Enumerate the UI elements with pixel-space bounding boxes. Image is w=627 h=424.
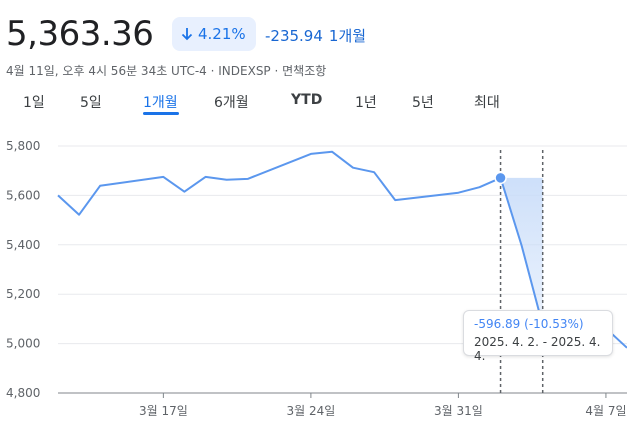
tab-5y[interactable]: 5년 bbox=[412, 95, 434, 111]
tab-6m[interactable]: 6개월 bbox=[214, 95, 249, 111]
tab-max[interactable]: 최대 bbox=[474, 95, 500, 111]
data-point bbox=[477, 185, 481, 189]
absolute-change-value: -235.94 bbox=[265, 27, 323, 45]
data-point bbox=[246, 177, 250, 181]
data-point bbox=[372, 170, 376, 174]
data-point bbox=[161, 175, 165, 179]
data-point bbox=[520, 244, 524, 248]
data-point bbox=[56, 193, 60, 197]
highlight-area bbox=[500, 177, 543, 326]
y-tick-label: 5,000 bbox=[6, 337, 40, 351]
percent-change: 4.21% bbox=[198, 25, 246, 43]
tooltip-change: -596.89 (-10.53%) bbox=[474, 317, 584, 331]
range-start-dot bbox=[494, 171, 507, 185]
data-point bbox=[393, 198, 397, 202]
stock-price: 5,363.36 bbox=[6, 14, 154, 54]
x-tick-label: 3월 24일 bbox=[286, 404, 335, 418]
tab-1m[interactable]: 1개월 bbox=[143, 95, 178, 111]
tooltip-date-range: 2025. 4. 2. - 2025. 4. 4. bbox=[474, 335, 601, 363]
x-tick-label: 3월 17일 bbox=[139, 404, 188, 418]
y-tick-label: 5,600 bbox=[6, 188, 40, 202]
data-point bbox=[225, 178, 229, 182]
price-line bbox=[57, 150, 627, 349]
x-tick-label: 3월 31일 bbox=[434, 404, 483, 418]
data-point bbox=[204, 175, 208, 179]
data-point bbox=[330, 150, 334, 154]
change-period: 1개월 bbox=[328, 27, 367, 45]
absolute-change: -235.94 1개월 bbox=[265, 25, 372, 46]
tab-1d[interactable]: 1일 bbox=[23, 95, 45, 111]
quote-metadata: 4월 11일, 오후 4시 56분 34초 UTC-4 · INDEXSP · … bbox=[6, 64, 327, 78]
data-point bbox=[309, 152, 313, 156]
x-tick-label: 4월 7일 bbox=[585, 404, 626, 418]
data-point bbox=[98, 184, 102, 188]
range-tooltip: -596.89 (-10.53%) 2025. 4. 2. - 2025. 4.… bbox=[463, 310, 613, 363]
data-point bbox=[351, 166, 355, 170]
active-tab-indicator bbox=[143, 112, 179, 115]
data-point bbox=[182, 190, 186, 194]
y-tick-label: 5,800 bbox=[6, 139, 40, 153]
tab-ytd[interactable]: YTD bbox=[291, 92, 323, 108]
arrow-down-icon bbox=[181, 28, 193, 41]
tab-5d[interactable]: 5일 bbox=[80, 95, 102, 111]
tab-1y[interactable]: 1년 bbox=[355, 95, 377, 111]
range-tabs: 1일 5일 1개월 6개월 YTD 1년 5년 최대 bbox=[0, 90, 627, 120]
y-tick-label: 4,800 bbox=[6, 386, 40, 400]
y-tick-label: 5,200 bbox=[6, 287, 40, 301]
percent-change-badge: 4.21% bbox=[172, 17, 256, 51]
y-tick-label: 5,400 bbox=[6, 238, 40, 252]
data-point bbox=[456, 191, 460, 195]
data-point bbox=[77, 213, 81, 217]
